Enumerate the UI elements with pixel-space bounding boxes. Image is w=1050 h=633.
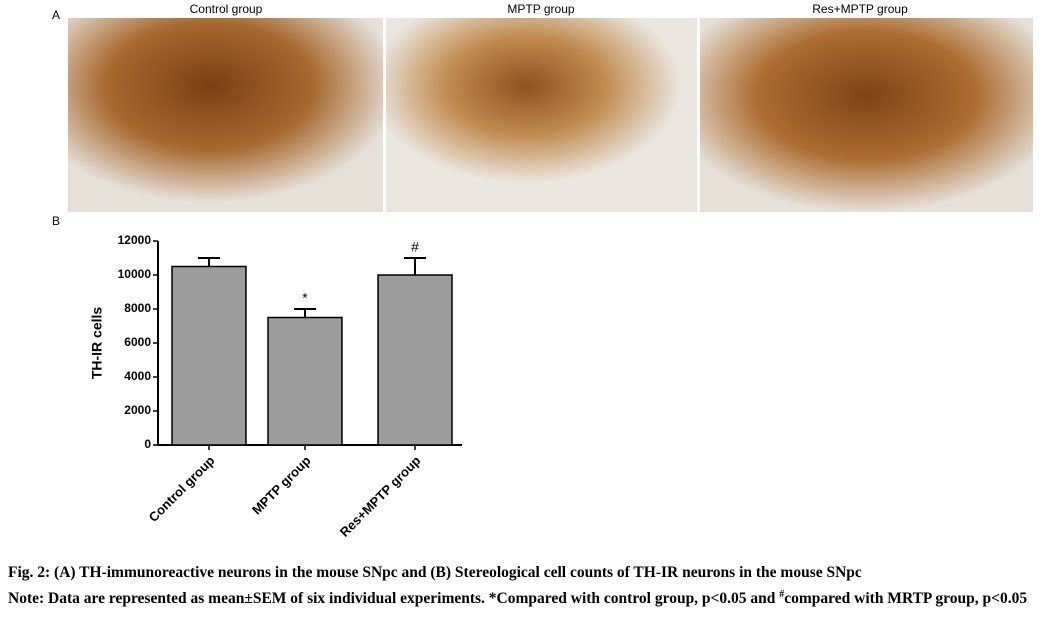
micrograph	[386, 18, 697, 212]
note-text: compared with MRTP group, p<0.05	[784, 590, 1028, 608]
y-tick-label: 2000	[124, 403, 151, 417]
y-axis-label: TH-IR cells	[89, 307, 105, 380]
image-title: Control group	[190, 2, 263, 16]
error-bar	[404, 257, 426, 275]
caption-title: Fig. 2: (A) TH-immunoreactive neurons in…	[8, 564, 862, 581]
annotation: *	[302, 290, 308, 306]
note-text: Note: Data are represented as mean±SEM o…	[8, 590, 780, 608]
note-symbol: #	[779, 589, 785, 600]
panel-label: A	[52, 8, 60, 22]
y-tick-label: 6000	[124, 335, 151, 349]
caption: Fig. 2: (A) TH-immunoreactive neurons in…	[8, 562, 1044, 610]
x-tick-label: Control group	[146, 453, 218, 525]
error-bar	[198, 257, 220, 267]
y-tick-label: 4000	[124, 369, 151, 383]
image-title: Res+MPTP group	[812, 2, 908, 16]
y-tick-label: 0	[144, 437, 151, 451]
caption-note: Note: Data are represented as mean±SEM o…	[8, 584, 1044, 610]
bar	[267, 316, 343, 446]
y-tick-label: 12000	[118, 233, 152, 247]
y-tick-label: 8000	[124, 301, 151, 315]
image-title: MPTP group	[507, 2, 574, 16]
x-tick-label: MPTP group	[249, 453, 314, 518]
panel-label: B	[52, 214, 60, 228]
y-tick-label: 10000	[118, 267, 152, 281]
micrograph	[700, 18, 1033, 212]
annotation: #	[411, 239, 419, 255]
x-tick-label: Res+MPTP group	[337, 453, 424, 540]
bar	[171, 265, 247, 446]
bar	[377, 274, 453, 446]
error-bar	[294, 308, 316, 318]
figure: A Control group MPTP group Res+MPTP grou…	[52, 2, 1033, 540]
micrograph	[68, 18, 383, 212]
